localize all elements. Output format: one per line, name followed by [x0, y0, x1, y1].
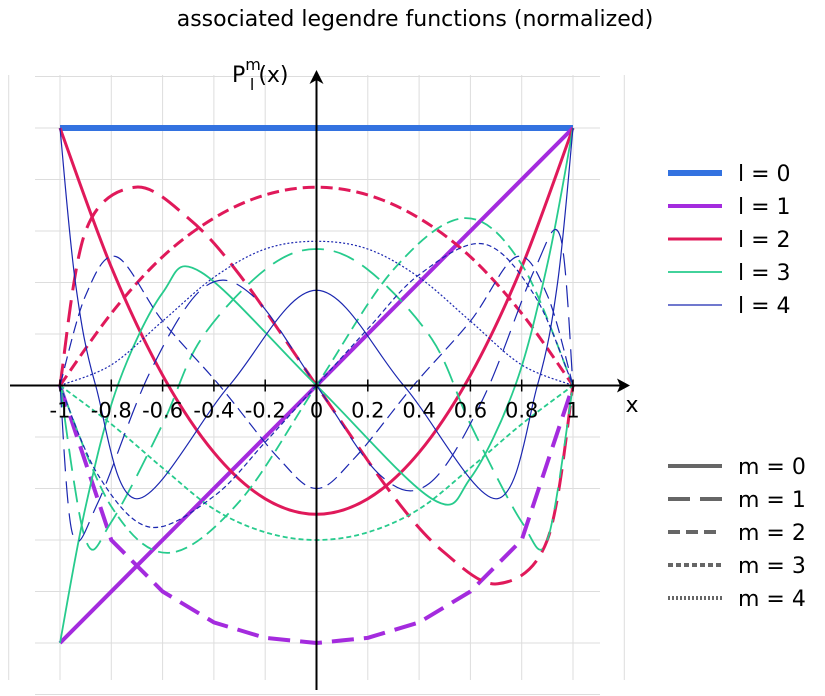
y-axis-label-sup: m — [245, 55, 261, 74]
chart-title: associated legendre functions (normalize… — [177, 7, 654, 32]
legend-m-label: m = 1 — [738, 488, 806, 513]
series-l2-m2 — [58, 185, 575, 387]
axes — [10, 70, 630, 690]
x-tick-label: 0.2 — [351, 399, 384, 423]
y-axis-label-base: P — [232, 63, 245, 88]
x-tick-label: 0.8 — [505, 399, 538, 423]
legend-m-label: m = 0 — [738, 455, 806, 480]
x-tick-labels: -1 -0.8 -0.6 -0.4 -0.2 0 0.2 0.4 0.6 0.8 1 — [50, 399, 580, 423]
y-axis-label-arg: (x) — [258, 63, 288, 88]
legend-m-label: m = 4 — [738, 587, 806, 612]
x-tick-label: 0.6 — [454, 399, 487, 423]
legend-m-label: m = 2 — [738, 521, 806, 546]
x-tick-label: -0.8 — [91, 399, 132, 423]
x-tick-label: -0.2 — [245, 399, 286, 423]
legend-l-label: l = 0 — [738, 162, 791, 187]
y-axis-arrow — [309, 70, 324, 84]
legend-l-label: l = 2 — [738, 228, 791, 253]
x-tick-label: -0.6 — [142, 399, 183, 423]
y-axis-label: Pm l (x) — [232, 55, 289, 94]
x-tick-label: -0.4 — [193, 399, 234, 423]
x-tick-label: 0.4 — [402, 399, 435, 423]
y-axis-label-sub: l — [250, 75, 254, 94]
legend-m: m = 0 m = 1 m = 2 m = 3 m = 4 — [668, 455, 806, 612]
legend-l-label: l = 3 — [738, 261, 791, 286]
x-axis-arrow — [617, 378, 630, 393]
legend-l: l = 0 l = 1 l = 2 l = 3 l = 4 — [668, 162, 791, 319]
x-axis-label: x — [625, 393, 638, 418]
legend-m-label: m = 3 — [738, 554, 806, 579]
x-tick-label: 0 — [310, 399, 323, 423]
legend-l-label: l = 1 — [738, 195, 791, 220]
x-tick-label: -1 — [50, 399, 71, 423]
x-tick-label: 1 — [566, 399, 579, 423]
legend-l-label: l = 4 — [738, 294, 791, 319]
